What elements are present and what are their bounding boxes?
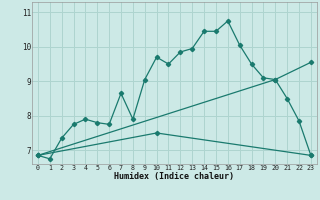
X-axis label: Humidex (Indice chaleur): Humidex (Indice chaleur) <box>115 172 234 181</box>
